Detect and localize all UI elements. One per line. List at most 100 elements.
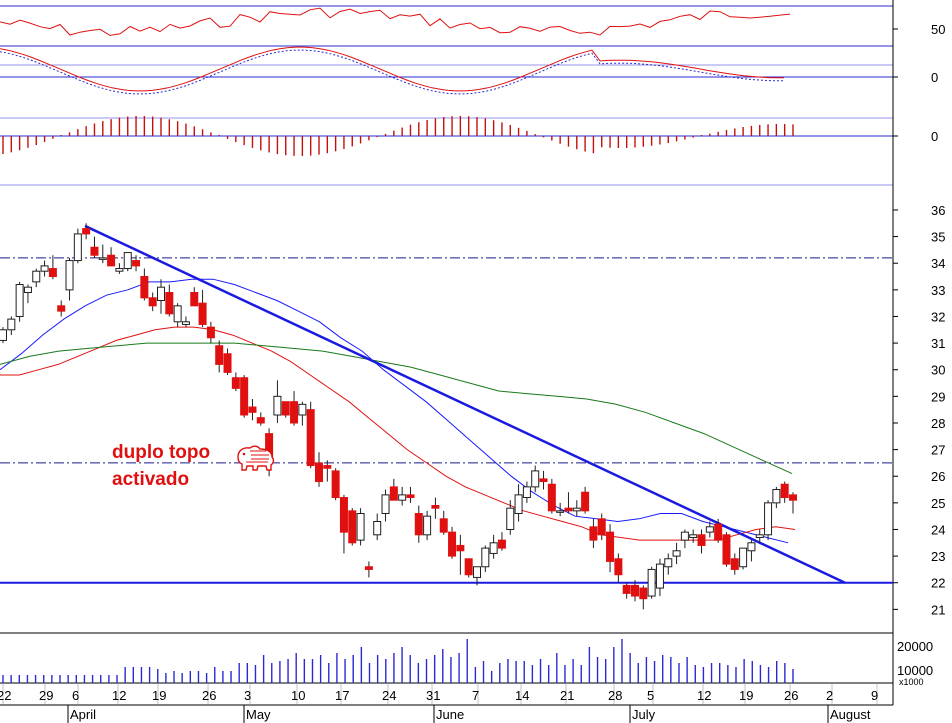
candle: [90, 236, 99, 258]
month-label: August: [830, 707, 871, 722]
candle: [339, 494, 348, 554]
candle: [331, 468, 340, 501]
candle: [689, 529, 698, 543]
candle: [431, 497, 440, 519]
x-tick-label: 31: [426, 688, 440, 703]
candle: [481, 545, 490, 573]
x-tick-label: 21: [560, 688, 574, 703]
candle-body: [514, 494, 523, 515]
candle: [256, 412, 265, 426]
price-tick-label: 28: [931, 416, 945, 431]
candle-body: [115, 268, 124, 272]
ma-medium-line: [0, 326, 796, 541]
annotation-line-2: activado: [112, 469, 189, 490]
candle: [140, 268, 149, 301]
x-tick-label: 19: [152, 688, 166, 703]
candle: [680, 529, 689, 549]
candle-body: [431, 505, 440, 509]
candle: [531, 465, 540, 493]
candle-body: [664, 558, 673, 568]
candle: [398, 486, 407, 506]
rsi-tick-label: 50: [931, 22, 945, 37]
candle: [231, 372, 240, 392]
candle-body: [439, 518, 448, 533]
candle: [639, 585, 648, 610]
macd-panel: 0: [0, 46, 938, 119]
candle: [40, 260, 49, 277]
price-tick-label: 34: [931, 256, 945, 271]
price-tick-label: 30: [931, 363, 945, 378]
candle-body: [381, 494, 390, 515]
candle: [655, 558, 664, 597]
candle: [414, 505, 423, 543]
rsi-panel: 50: [0, 5, 945, 66]
candle: [0, 327, 7, 344]
macd-tick-label: 0: [931, 70, 938, 85]
candle: [7, 316, 16, 336]
candle: [98, 244, 107, 264]
candle: [57, 300, 66, 317]
candle: [705, 521, 714, 538]
candle-body: [290, 401, 299, 424]
bear-icon: [237, 445, 275, 471]
candle-body: [639, 587, 648, 600]
candle-body: [339, 497, 348, 533]
candle: [281, 401, 290, 418]
x-tick-label: 14: [515, 688, 529, 703]
candle-body: [389, 486, 398, 501]
candle: [32, 268, 41, 288]
candle: [115, 263, 124, 274]
candle: [132, 255, 141, 272]
candle: [373, 513, 382, 541]
month-label: June: [436, 707, 464, 722]
candle-body: [157, 286, 165, 301]
candle: [356, 508, 365, 546]
x-tick-label: 7: [472, 688, 479, 703]
candle-body: [705, 526, 714, 533]
candle-body: [323, 465, 332, 469]
candle-body: [655, 563, 664, 589]
candle-body: [107, 254, 116, 267]
candle: [315, 452, 323, 487]
candle: [173, 303, 182, 328]
candle-body: [190, 292, 199, 307]
x-tick-label: 19: [739, 688, 753, 703]
candle-body: [714, 523, 723, 541]
candle: [697, 529, 706, 554]
candle-body: [331, 470, 340, 499]
candle: [181, 316, 190, 328]
candle-body: [689, 534, 698, 538]
candle: [389, 478, 398, 501]
candle: [206, 321, 215, 344]
candle-body: [739, 547, 748, 568]
price-tick-label: 29: [931, 389, 945, 404]
candle-body: [556, 510, 565, 513]
candle-body: [40, 265, 49, 272]
candle: [240, 375, 249, 418]
candle: [780, 481, 789, 503]
price-tick-label: 26: [931, 469, 945, 484]
candle: [764, 500, 773, 541]
candle: [148, 292, 157, 312]
month-label: May: [246, 707, 271, 722]
ma-short-line: [0, 278, 789, 544]
macd-signal-line: [0, 49, 784, 95]
candle-body: [722, 534, 731, 565]
candle-body: [564, 507, 573, 512]
candle-body: [730, 558, 739, 570]
candle-body: [697, 534, 706, 546]
candle: [48, 255, 57, 280]
month-label: July: [632, 707, 656, 722]
date-axis: 22 29 6 12 19 26 3 10 17 24 31 7 14 21 28 5 12 19 26 2 9Apri…: [0, 683, 893, 723]
candle-body: [215, 345, 224, 365]
x-tick-label: 10: [291, 688, 305, 703]
candle-body: [23, 286, 32, 294]
candle: [23, 284, 32, 304]
candle-body: [132, 260, 141, 267]
candle-body: [622, 584, 631, 594]
candle: [614, 553, 623, 583]
month-label: April: [70, 707, 96, 722]
candle: [348, 508, 357, 546]
x-tick-label: 3: [244, 688, 251, 703]
